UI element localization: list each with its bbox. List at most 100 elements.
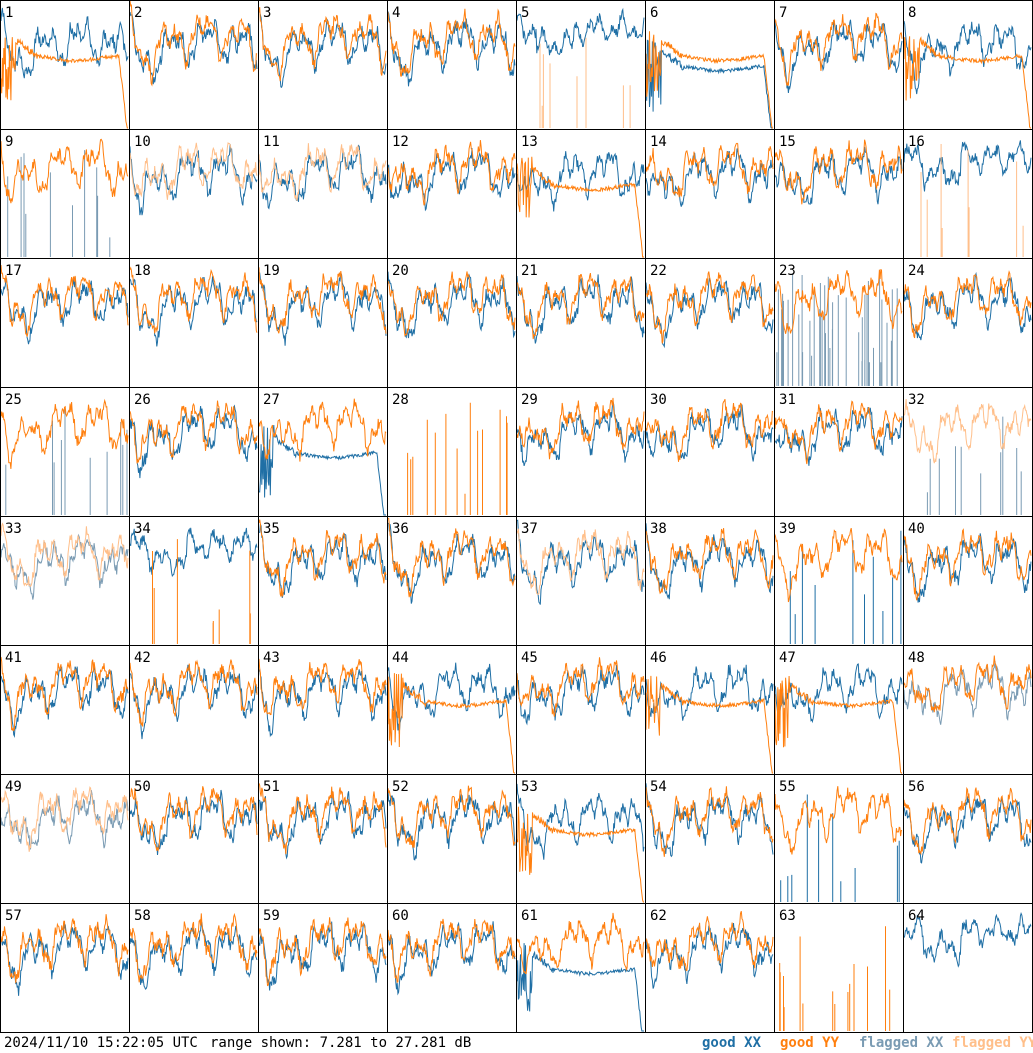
panel-label-13: 13 — [521, 134, 538, 150]
panel-label-8: 8 — [908, 5, 916, 21]
series-xx-2 — [129, 11, 258, 85]
series-xx-9 — [7, 150, 111, 257]
panel-label-63: 63 — [779, 908, 796, 924]
panel-42: 42 — [129, 645, 259, 775]
panel-60: 60 — [387, 903, 517, 1033]
panel-label-15: 15 — [779, 134, 796, 150]
series-xx-48 — [903, 660, 1032, 725]
panel-label-64: 64 — [908, 908, 925, 924]
series-xx-37 — [516, 519, 645, 605]
panel-34: 34 — [129, 516, 259, 646]
panel-37: 37 — [516, 516, 646, 646]
panel-28: 28 — [387, 387, 517, 517]
panel-label-4: 4 — [392, 5, 400, 21]
panel-52: 52 — [387, 774, 517, 904]
panel-label-6: 6 — [650, 5, 658, 21]
series-yy-19 — [258, 267, 387, 334]
panel-label-53: 53 — [521, 779, 538, 795]
panel-41: 41 — [0, 645, 130, 775]
panel-57: 57 — [0, 903, 130, 1033]
panel-label-60: 60 — [392, 908, 409, 924]
panel-15: 15 — [774, 129, 904, 259]
timestamp-text: 2024/11/10 15:22:05 UTC — [4, 1035, 198, 1051]
panel-16: 16 — [903, 129, 1033, 259]
series-yy-45 — [516, 657, 645, 717]
panel-label-46: 46 — [650, 650, 667, 666]
panel-53: 53 — [516, 774, 646, 904]
series-yy-58 — [129, 912, 258, 983]
panel-43: 43 — [258, 645, 388, 775]
series-yy-44 — [387, 673, 515, 774]
panel-23: 23 — [774, 258, 904, 388]
series-yy-41 — [0, 656, 129, 732]
panel-25: 25 — [0, 387, 130, 517]
panel-label-45: 45 — [521, 650, 538, 666]
series-yy-16 — [920, 144, 1024, 257]
panel-46: 46 — [645, 645, 775, 775]
series-xx-16 — [903, 140, 1032, 192]
panel-label-17: 17 — [5, 263, 22, 279]
series-yy-32 — [903, 398, 1032, 464]
series-xx-35 — [258, 524, 387, 598]
panel-label-20: 20 — [392, 263, 409, 279]
panel-label-61: 61 — [521, 908, 538, 924]
series-xx-27 — [258, 424, 386, 516]
panel-label-21: 21 — [521, 263, 538, 279]
panel-label-27: 27 — [263, 392, 280, 408]
panel-4: 4 — [387, 0, 517, 130]
panel-label-33: 33 — [5, 521, 22, 537]
panel-48: 48 — [903, 645, 1033, 775]
panel-label-59: 59 — [263, 908, 280, 924]
panel-14: 14 — [645, 129, 775, 259]
panel-54: 54 — [645, 774, 775, 904]
legend-flagged-yy: flagged YY — [952, 1035, 1033, 1051]
series-xx-34 — [129, 527, 258, 578]
series-yy-24 — [903, 270, 1032, 339]
series-yy-62 — [645, 911, 774, 972]
panel-59: 59 — [258, 903, 388, 1033]
series-yy-57 — [0, 914, 129, 984]
panel-label-40: 40 — [908, 521, 925, 537]
panel-50: 50 — [129, 774, 259, 904]
panel-33: 33 — [0, 516, 130, 646]
panel-5: 5 — [516, 0, 646, 130]
panel-55: 55 — [774, 774, 904, 904]
series-yy-47 — [774, 675, 902, 774]
panel-62: 62 — [645, 903, 775, 1033]
panel-39: 39 — [774, 516, 904, 646]
series-yy-61 — [516, 912, 645, 975]
panel-47: 47 — [774, 645, 904, 775]
series-yy-30 — [645, 399, 774, 462]
series-xx-4 — [387, 11, 516, 87]
series-yy-1 — [0, 37, 128, 129]
series-yy-33 — [0, 522, 129, 588]
series-xx-5 — [516, 7, 645, 56]
panel-frame-5 — [516, 0, 646, 130]
panel-label-11: 11 — [263, 134, 280, 150]
series-yy-3 — [258, 7, 387, 82]
panel-label-3: 3 — [263, 5, 271, 21]
series-yy-28 — [407, 402, 508, 515]
series-xx-53 — [516, 783, 645, 860]
series-yy-36 — [387, 517, 516, 598]
series-yy-25 — [0, 398, 129, 469]
series-xx-31 — [774, 407, 903, 466]
panel-27: 27 — [258, 387, 388, 517]
panel-label-36: 36 — [392, 521, 409, 537]
legend-good-xx: good XX — [702, 1035, 762, 1051]
series-yy-27 — [258, 398, 387, 462]
series-xx-45 — [516, 665, 645, 726]
series-yy-40 — [903, 528, 1032, 601]
panel-label-5: 5 — [521, 5, 529, 21]
panel-label-44: 44 — [392, 650, 409, 666]
series-yy-5 — [539, 37, 631, 128]
series-xx-17 — [0, 276, 129, 345]
panel-label-52: 52 — [392, 779, 409, 795]
series-xx-46 — [645, 664, 774, 721]
panel-64: 64 — [903, 903, 1033, 1033]
panel-label-12: 12 — [392, 134, 409, 150]
panel-1: 1 — [0, 0, 130, 130]
series-xx-32 — [926, 416, 1022, 515]
range-text: range shown: 7.281 to 27.281 dB — [210, 1035, 472, 1051]
